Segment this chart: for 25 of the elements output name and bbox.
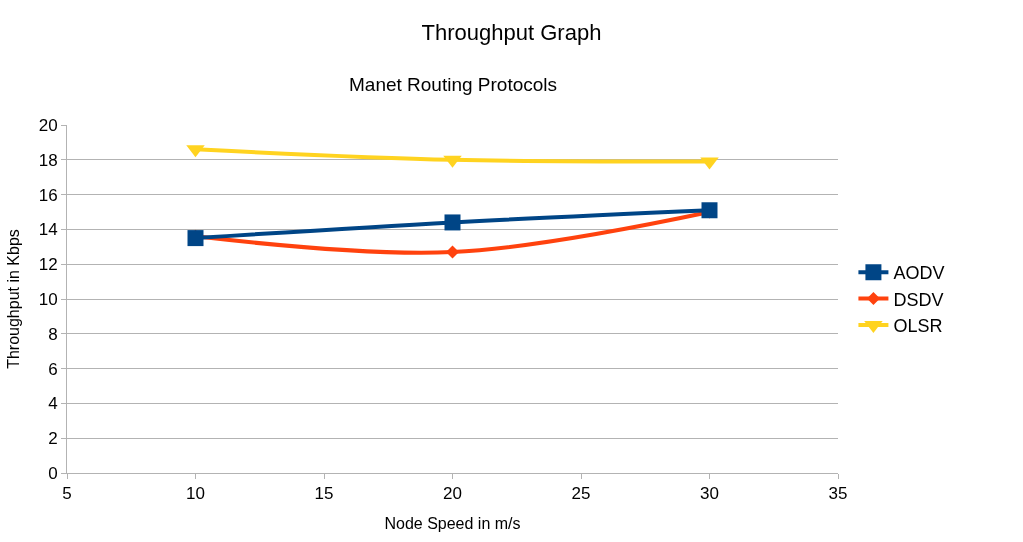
x-tick-label: 30	[700, 484, 719, 504]
legend-label: AODV	[893, 263, 945, 284]
y-tick-label: 12	[38, 255, 58, 275]
y-tick-label: 6	[48, 359, 58, 379]
chart-subtitle: Manet Routing Protocols	[349, 74, 558, 95]
y-tick-label: 10	[38, 289, 58, 309]
x-tick-label: 25	[571, 484, 591, 504]
x-axis-title: Node Speed in m/s	[384, 515, 521, 533]
y-tick-label: 8	[48, 324, 58, 344]
y-tick-label: 4	[48, 394, 58, 414]
chart-title: Throughput Graph	[421, 19, 602, 45]
y-tick-label: 20	[38, 115, 58, 135]
x-tick-label: 35	[828, 484, 848, 504]
y-tick-label: 2	[48, 429, 58, 449]
x-tick-label: 15	[314, 484, 334, 504]
y-tick-label: 14	[38, 220, 58, 240]
y-tick-label: 0	[48, 463, 58, 483]
legend-label: OLSR	[893, 316, 943, 337]
x-tick-label: 20	[443, 484, 462, 504]
y-axis-title: Throughput in Kbps	[4, 229, 22, 369]
y-tick-label: 18	[38, 150, 58, 170]
legend-label: DSDV	[893, 289, 944, 310]
x-tick-label: 5	[62, 484, 72, 504]
x-tick-label: 10	[186, 484, 205, 504]
y-tick-label: 16	[38, 185, 58, 205]
